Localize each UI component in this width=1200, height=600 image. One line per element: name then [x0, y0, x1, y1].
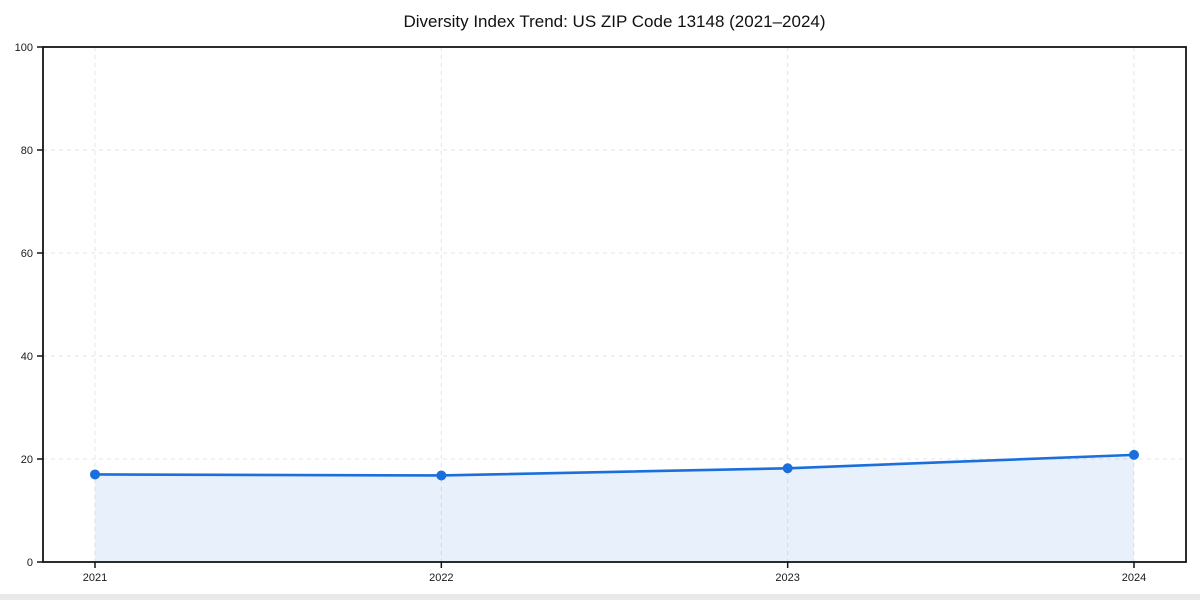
- chart-title: Diversity Index Trend: US ZIP Code 13148…: [403, 12, 826, 31]
- x-tick-label: 2024: [1122, 572, 1146, 584]
- y-tick-label: 0: [27, 557, 33, 569]
- y-tick-label: 40: [21, 351, 33, 363]
- y-tick-label: 80: [21, 145, 33, 157]
- data-point-2022: [436, 470, 447, 481]
- data-point-2023: [782, 463, 793, 474]
- y-tick-label: 100: [15, 42, 33, 54]
- window-edge-strip: [0, 594, 1200, 600]
- data-point-2021: [90, 469, 100, 480]
- plot-border: [42, 46, 1187, 563]
- y-tick-label: 60: [21, 248, 33, 260]
- x-tick-label: 2021: [83, 572, 107, 584]
- x-tick-label: 2023: [775, 572, 799, 584]
- x-tick-label: 2022: [429, 572, 453, 584]
- data-point-2024: [1129, 449, 1139, 460]
- trend-line: [93, 453, 1136, 477]
- y-tick-label: 20: [21, 454, 33, 466]
- series-area-fill: [95, 454, 1134, 562]
